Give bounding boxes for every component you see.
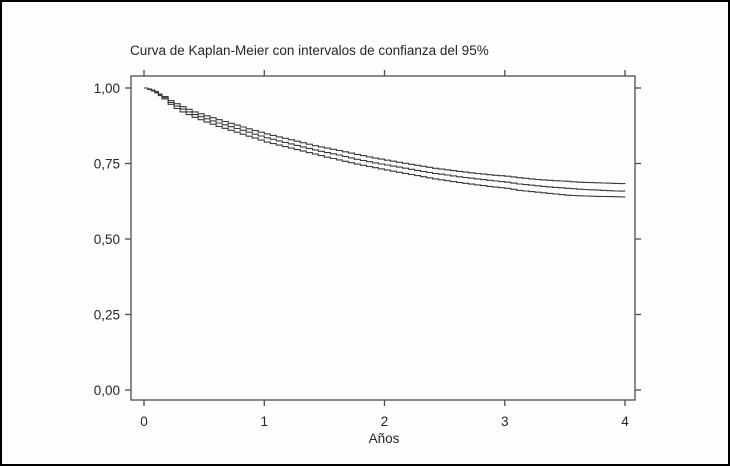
x-tick-label: 4 xyxy=(621,414,629,429)
x-tick-label: 0 xyxy=(140,414,148,429)
x-tick-label: 1 xyxy=(261,414,269,429)
y-tick-label: 1,00 xyxy=(94,81,120,96)
x-axis-label: Años xyxy=(369,431,400,446)
y-tick-label: 0,50 xyxy=(94,232,120,247)
chart-title: Curva de Kaplan-Meier con intervalos de … xyxy=(130,43,489,58)
x-tick-label: 3 xyxy=(501,414,509,429)
curve-survival_estimate xyxy=(144,87,626,192)
curve-lower_ci_95 xyxy=(144,87,626,198)
curve-upper_ci_95 xyxy=(144,87,626,185)
x-axis-ticks: 0 1 2 3 4 xyxy=(140,70,629,429)
x-tick-label: 2 xyxy=(381,414,389,429)
y-tick-label: 0,00 xyxy=(94,383,120,398)
survival-curves xyxy=(144,87,626,198)
plot-area-border xyxy=(130,75,636,401)
y-tick-label: 0,75 xyxy=(94,156,120,171)
y-tick-label: 0,25 xyxy=(94,307,120,322)
y-axis-ticks: 0,00 0,25 0,50 0,75 1,00 xyxy=(94,81,641,398)
